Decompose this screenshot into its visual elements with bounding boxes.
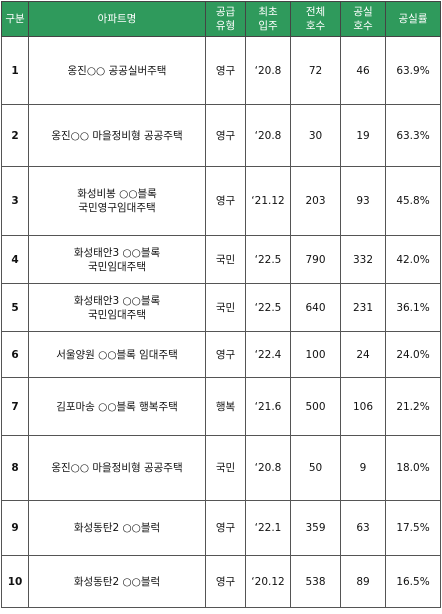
table-cell: 63.3%	[385, 104, 441, 167]
table-cell: 30	[290, 104, 341, 167]
table-cell: 1	[1, 36, 29, 105]
header-cell: 전체 호수	[290, 1, 341, 37]
table-cell: 4	[1, 235, 29, 284]
header-cell: 공급 유형	[205, 1, 246, 37]
table-cell: 640	[290, 283, 341, 332]
table-cell: 63.9%	[385, 36, 441, 105]
table-cell: 332	[340, 235, 386, 284]
table-cell: 화성동탄2 ○○블럭	[28, 555, 206, 608]
table-cell: 19	[340, 104, 386, 167]
table-cell: ‘20.12	[245, 555, 291, 608]
table-row: 4 화성태안3 ○○블록 국민임대주택 국민 ‘22.5 790 332 42.0%	[1, 235, 441, 284]
table-cell: ‘22.5	[245, 283, 291, 332]
table-row: 5 화성태안3 ○○블록 국민임대주택 국민 ‘22.5 640 231 36.1%	[1, 283, 441, 332]
table-row: 10 화성동탄2 ○○블럭 영구 ‘20.12 538 89 16.5%	[1, 555, 441, 608]
table-cell: 24.0%	[385, 331, 441, 378]
table-body: 1 옹진○○ 공공실버주택 영구 ‘20.8 72 46 63.9% 2 옹진○○ 마을정비형 …	[1, 36, 441, 608]
header-cell: 공실률	[385, 1, 441, 37]
table-cell: 538	[290, 555, 341, 608]
table-cell: 18.0%	[385, 435, 441, 501]
table-cell: 옹진○○ 마을정비형 공공주택	[28, 104, 206, 167]
table-cell: 790	[290, 235, 341, 284]
table-cell: 영구	[205, 36, 246, 105]
table-cell: 영구	[205, 166, 246, 236]
table-cell: ‘20.8	[245, 36, 291, 105]
table-cell: 행복	[205, 377, 246, 436]
table-cell: 500	[290, 377, 341, 436]
table-cell: 국민	[205, 435, 246, 501]
table-cell: 100	[290, 331, 341, 378]
header-row: 구분 아파트명 공급 유형 최초 입주 전체 호수 공실 호수 공실률	[1, 1, 441, 37]
table-cell: 21.2%	[385, 377, 441, 436]
table-cell: 93	[340, 166, 386, 236]
table-cell: 화성동탄2 ○○블럭	[28, 500, 206, 556]
table-cell: 42.0%	[385, 235, 441, 284]
table-cell: 9	[340, 435, 386, 501]
table-cell: 46	[340, 36, 386, 105]
table-cell: 16.5%	[385, 555, 441, 608]
table-cell: 국민	[205, 283, 246, 332]
table-cell: 10	[1, 555, 29, 608]
header-cell: 아파트명	[28, 1, 206, 37]
table-cell: 국민	[205, 235, 246, 284]
table-cell: 36.1%	[385, 283, 441, 332]
table-cell: 7	[1, 377, 29, 436]
table-row: 7 김포마송 ○○블록 행복주택 행복 ‘21.6 500 106 21.2%	[1, 377, 441, 436]
table-cell: 옹진○○ 마을정비형 공공주택	[28, 435, 206, 501]
header-cell: 공실 호수	[340, 1, 386, 37]
table-cell: 영구	[205, 331, 246, 378]
table-cell: ‘21.12	[245, 166, 291, 236]
table-cell: 옹진○○ 공공실버주택	[28, 36, 206, 105]
table-cell: 영구	[205, 500, 246, 556]
header-cell: 구분	[1, 1, 29, 37]
table-cell: 45.8%	[385, 166, 441, 236]
table-row: 2 옹진○○ 마을정비형 공공주택 영구 ‘20.8 30 19 63.3%	[1, 104, 441, 167]
table-cell: 50	[290, 435, 341, 501]
table-cell: ‘22.4	[245, 331, 291, 378]
header-cell: 최초 입주	[245, 1, 291, 37]
table-cell: 화성태안3 ○○블록 국민임대주택	[28, 283, 206, 332]
table-cell: ‘22.5	[245, 235, 291, 284]
table-row: 9 화성동탄2 ○○블럭 영구 ‘22.1 359 63 17.5%	[1, 500, 441, 556]
table-cell: ‘20.8	[245, 104, 291, 167]
table-row: 1 옹진○○ 공공실버주택 영구 ‘20.8 72 46 63.9%	[1, 36, 441, 105]
table-cell: 영구	[205, 104, 246, 167]
table-row: 6 서울양원 ○○블록 임대주택 영구 ‘22.4 100 24 24.0%	[1, 331, 441, 378]
table-cell: 5	[1, 283, 29, 332]
table-row: 3 화성비봉 ○○블록 국민영구임대주택 영구 ‘21.12 203 93 45.8%	[1, 166, 441, 236]
table-cell: 화성비봉 ○○블록 국민영구임대주택	[28, 166, 206, 236]
table-cell: 359	[290, 500, 341, 556]
table-cell: 9	[1, 500, 29, 556]
table-cell: ‘22.1	[245, 500, 291, 556]
table-cell: 106	[340, 377, 386, 436]
table-cell: 6	[1, 331, 29, 378]
table-cell: 화성태안3 ○○블록 국민임대주택	[28, 235, 206, 284]
table-cell: ‘20.8	[245, 435, 291, 501]
table-cell: 89	[340, 555, 386, 608]
table-cell: 3	[1, 166, 29, 236]
table-cell: 72	[290, 36, 341, 105]
table-row: 8 옹진○○ 마을정비형 공공주택 국민 ‘20.8 50 9 18.0%	[1, 435, 441, 501]
table-cell: 63	[340, 500, 386, 556]
table-cell: 17.5%	[385, 500, 441, 556]
table-cell: 8	[1, 435, 29, 501]
table-cell: 203	[290, 166, 341, 236]
table-cell: 김포마송 ○○블록 행복주택	[28, 377, 206, 436]
table-cell: 231	[340, 283, 386, 332]
table-cell: 영구	[205, 555, 246, 608]
table-cell: ‘21.6	[245, 377, 291, 436]
table-cell: 24	[340, 331, 386, 378]
table-cell: 서울양원 ○○블록 임대주택	[28, 331, 206, 378]
table-cell: 2	[1, 104, 29, 167]
